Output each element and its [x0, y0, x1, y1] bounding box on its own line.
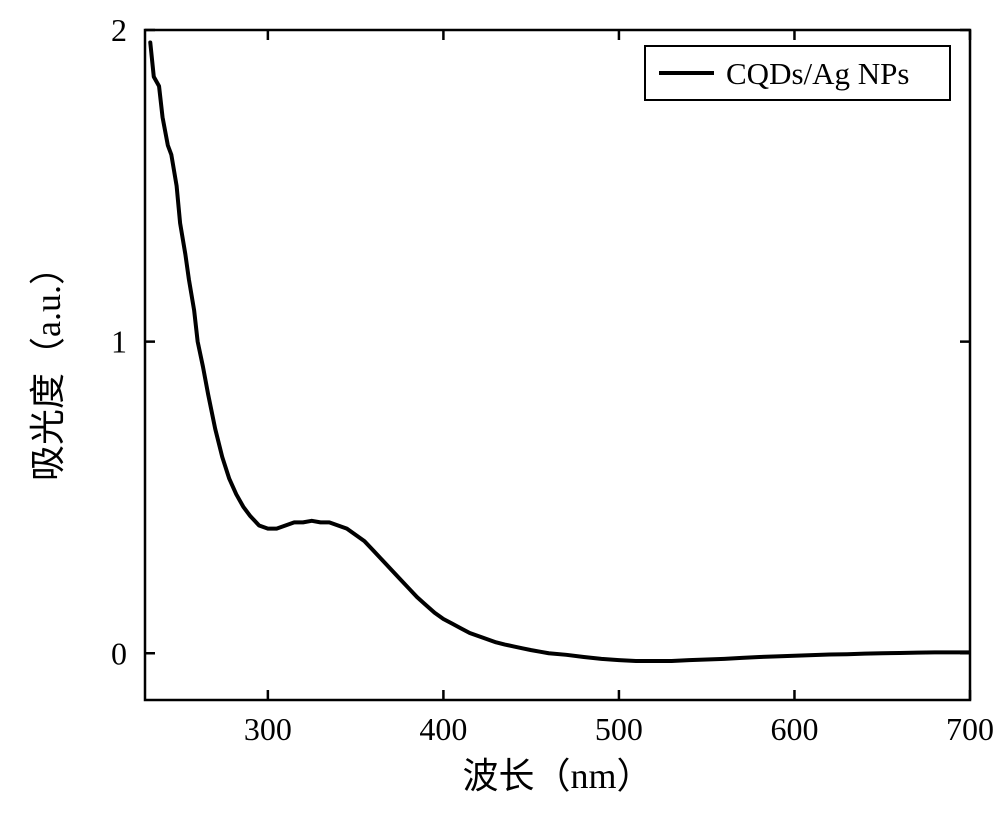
spectrum-chart: 300 400 500 600 700 0 1 2 波长（nm） 吸光度（a.u.） CQDs/Ag… — [0, 0, 1000, 817]
x-tick-label: 600 — [770, 711, 818, 747]
y-axis-label: 吸光度（a.u.） — [28, 249, 68, 481]
legend-label: CQDs/Ag NPs — [726, 56, 909, 91]
x-tick-label: 400 — [419, 711, 467, 747]
chart-svg: 300 400 500 600 700 0 1 2 波长（nm） 吸光度（a.u.） CQDs/Ag… — [0, 0, 1000, 817]
x-tick-label: 500 — [595, 711, 643, 747]
x-tick-label: 700 — [946, 711, 994, 747]
y-tick-label: 2 — [111, 12, 127, 48]
y-tick-label: 1 — [111, 324, 127, 360]
y-tick-label: 0 — [111, 635, 127, 671]
x-tick-label: 300 — [244, 711, 292, 747]
x-axis-label: 波长（nm） — [462, 756, 652, 796]
